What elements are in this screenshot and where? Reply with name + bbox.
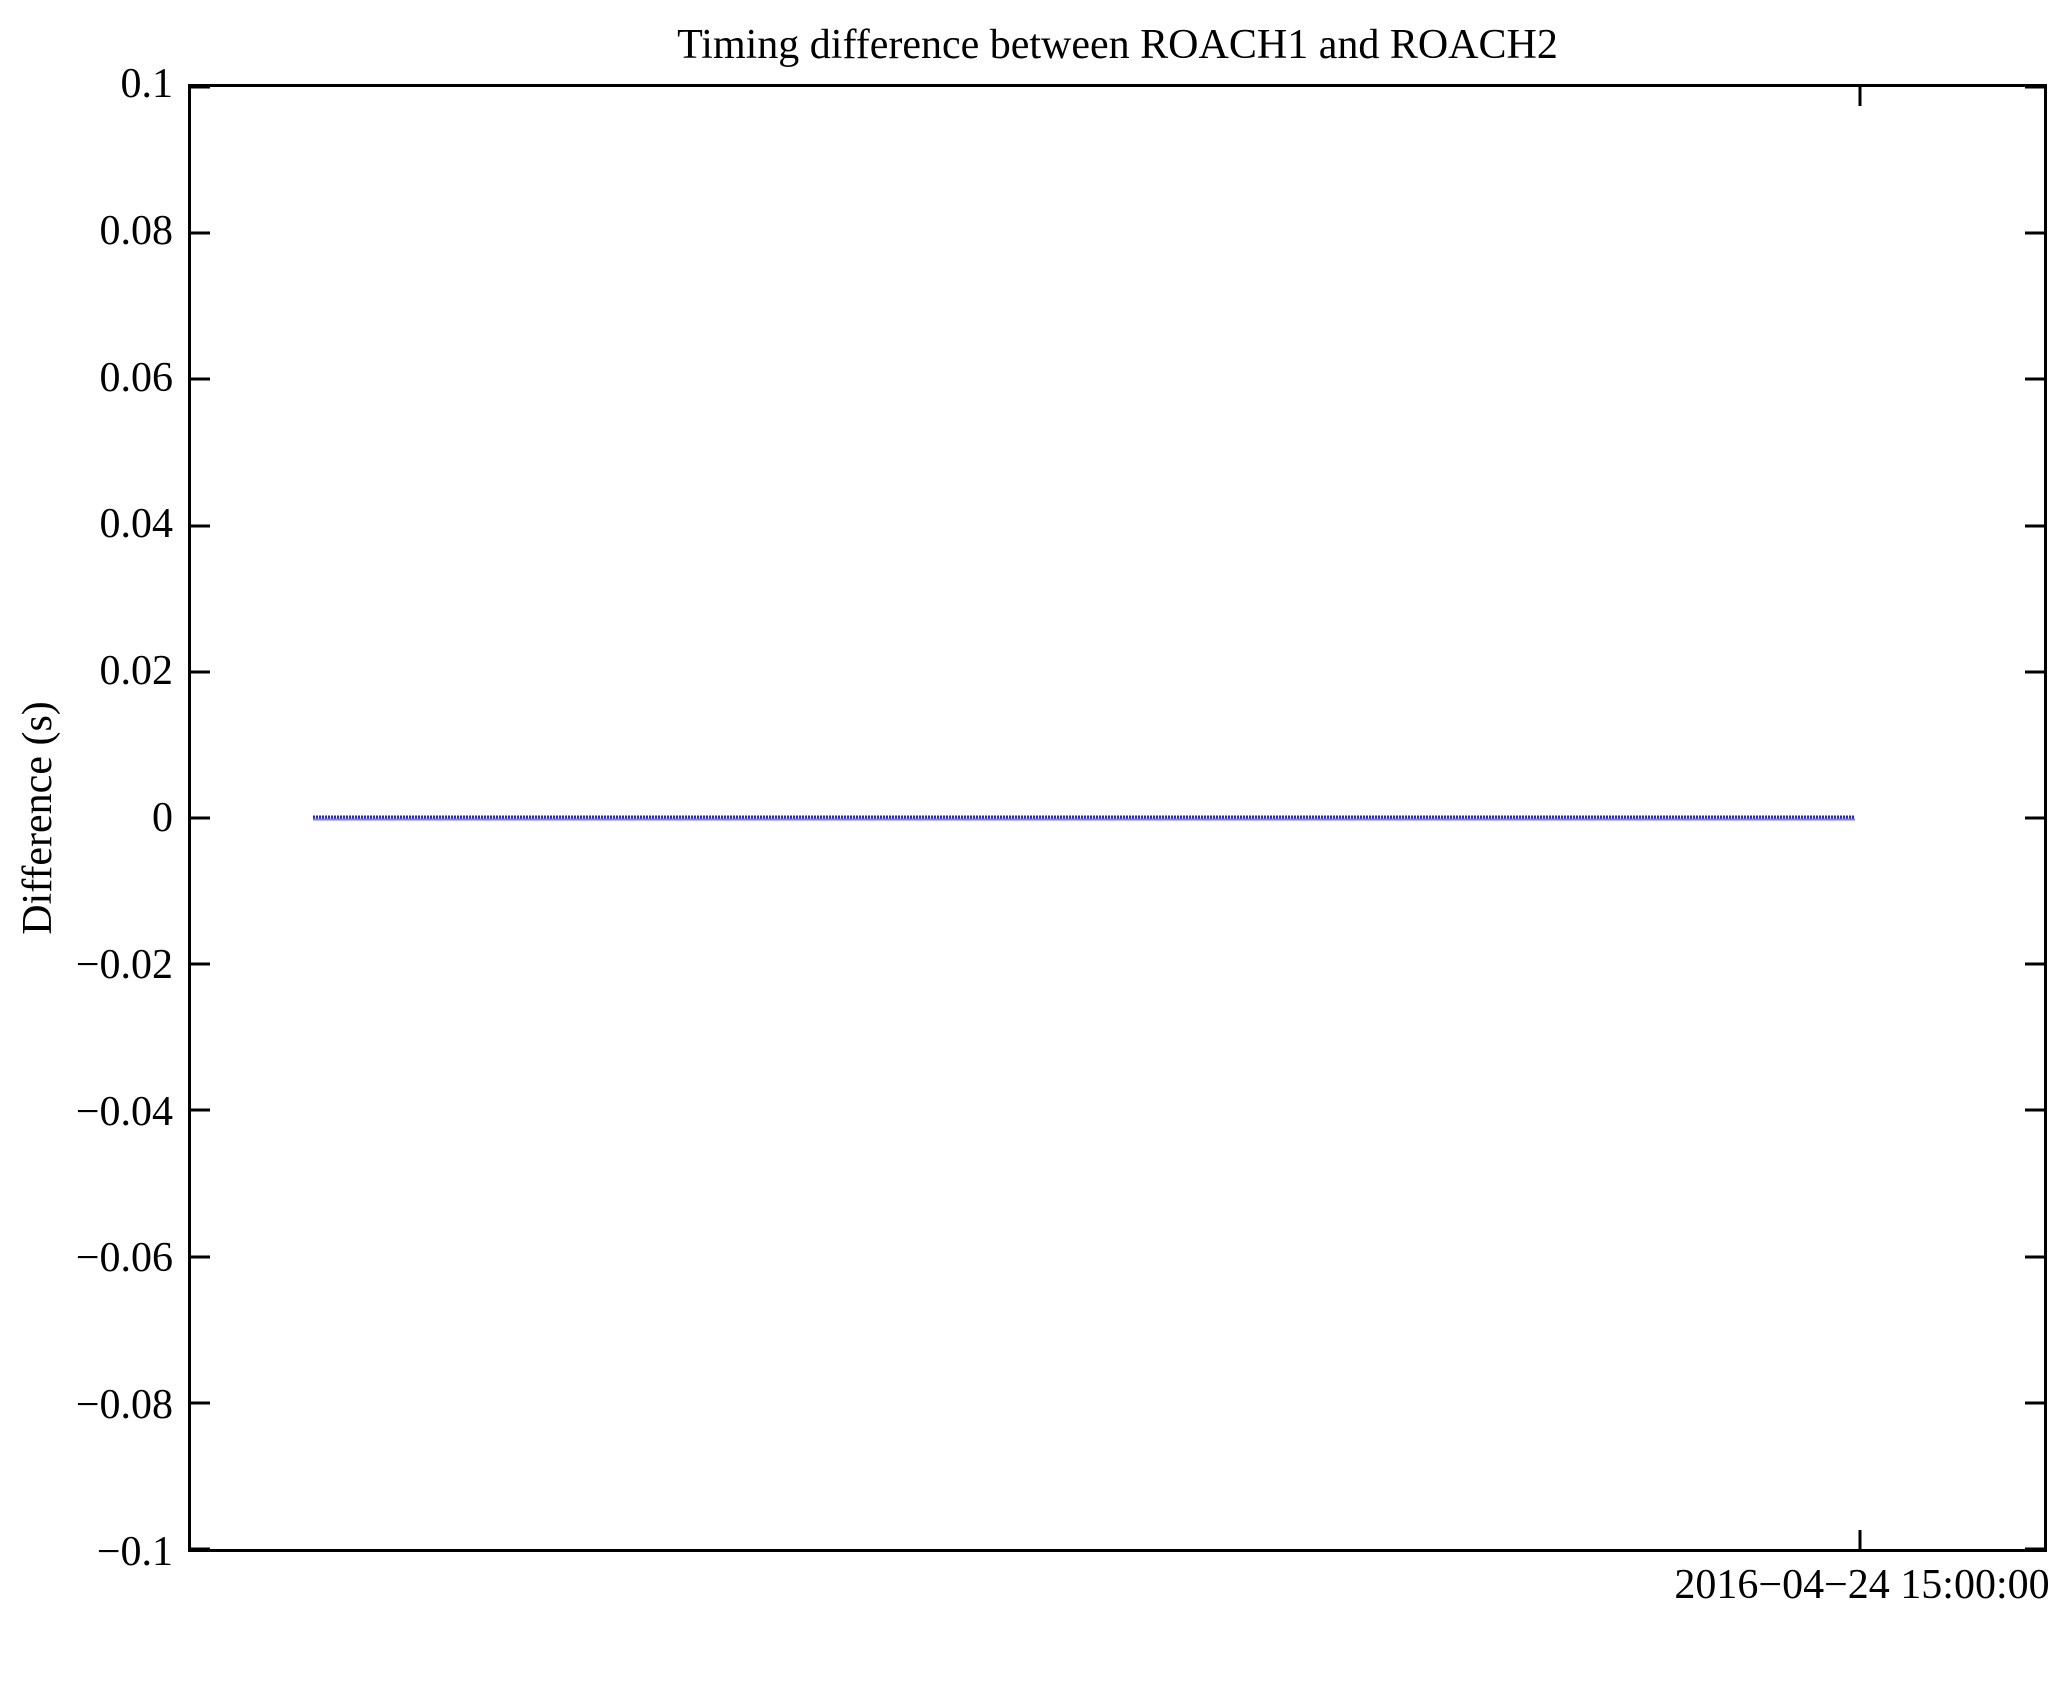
y-tick-mark-right <box>2025 1547 2044 1551</box>
y-tick-label: 0.08 <box>99 207 174 254</box>
y-tick-label: 0.1 <box>120 61 174 107</box>
y-tick-mark-left <box>191 962 210 966</box>
y-tick-label: −0.04 <box>75 1088 173 1135</box>
x-tick-mark-bottom <box>1858 1530 1862 1549</box>
x-tick-mark-top <box>1858 87 1862 106</box>
y-tick-label: −0.06 <box>75 1235 173 1282</box>
y-tick-mark-left <box>191 1255 210 1259</box>
y-tick-mark-right <box>2025 231 2044 235</box>
y-tick-mark-left <box>191 524 210 528</box>
y-tick-mark-right <box>2025 524 2044 528</box>
y-tick-mark-right <box>2025 85 2044 89</box>
y-tick-mark-left <box>191 377 210 381</box>
y-tick-label: −0.1 <box>96 1529 173 1575</box>
data-series-line <box>312 815 1855 821</box>
y-tick-mark-left <box>191 85 210 89</box>
y-tick-label: −0.08 <box>75 1382 173 1429</box>
y-tick-mark-right <box>2025 670 2044 674</box>
x-tick-label: 2016−04−24 15:00:00 <box>1674 1562 2050 1608</box>
y-tick-label: −0.02 <box>75 941 173 988</box>
y-tick-mark-right <box>2025 962 2044 966</box>
y-tick-mark-right <box>2025 816 2044 820</box>
y-tick-label: 0 <box>152 795 173 841</box>
y-tick-labels: 0.1 0.08 0.06 0.04 0.02 0 −0.02 −0.04 −0.06 −0.08… <box>0 63 174 1573</box>
y-tick-label: 0.06 <box>99 354 174 401</box>
y-tick-mark-left <box>191 816 210 820</box>
chart-title: Timing difference between ROACH1 and ROA… <box>677 22 1558 68</box>
y-tick-label: 0.02 <box>99 648 174 695</box>
y-tick-mark-right <box>2025 377 2044 381</box>
y-tick-mark-right <box>2025 1255 2044 1259</box>
plot-area <box>188 84 2047 1552</box>
y-tick-mark-left <box>191 1108 210 1112</box>
y-tick-mark-right <box>2025 1401 2044 1405</box>
y-tick-mark-left <box>191 670 210 674</box>
y-tick-mark-left <box>191 1401 210 1405</box>
y-tick-label: 0.04 <box>99 501 174 548</box>
y-tick-mark-right <box>2025 1108 2044 1112</box>
y-tick-mark-left <box>191 231 210 235</box>
y-tick-mark-left <box>191 1547 210 1551</box>
